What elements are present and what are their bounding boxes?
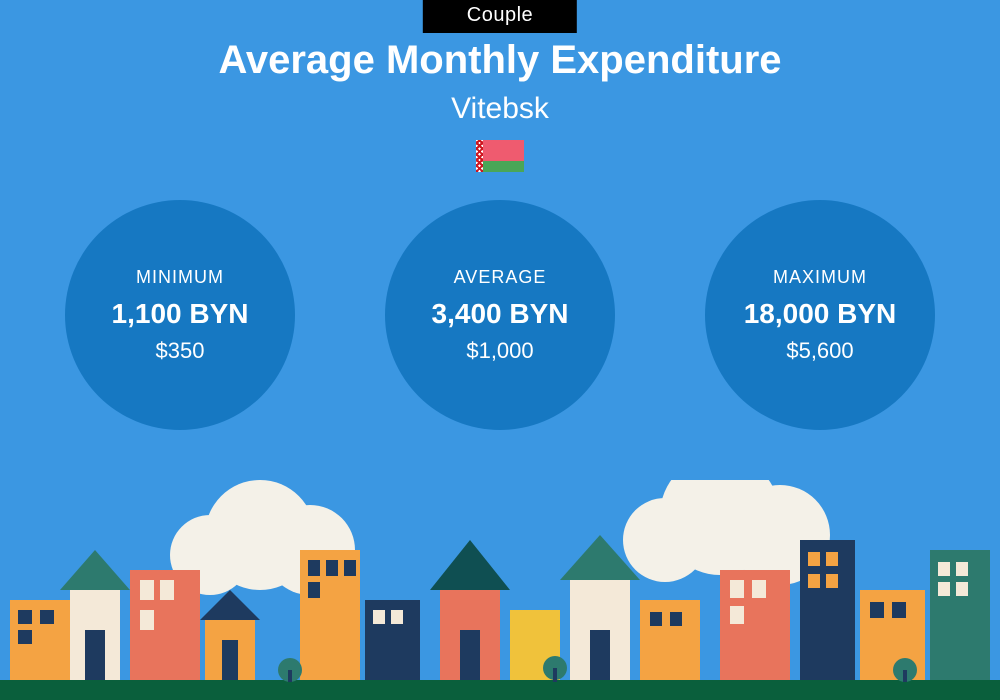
skyline-illustration [0, 480, 1000, 700]
country-flag [476, 140, 524, 172]
infographic-canvas: Couple Average Monthly Expenditure Viteb… [0, 0, 1000, 700]
stat-main: 3,400 BYN [432, 298, 569, 330]
stat-sub: $1,000 [466, 338, 533, 364]
stat-label: MINIMUM [136, 267, 224, 288]
flag-stripe [476, 161, 524, 172]
stat-circle-minimum: MINIMUM 1,100 BYN $350 [65, 200, 295, 430]
flag-ornament [476, 140, 483, 172]
page-title: Average Monthly Expenditure [0, 38, 1000, 83]
stat-sub: $350 [156, 338, 205, 364]
stat-sub: $5,600 [786, 338, 853, 364]
category-badge-text: Couple [467, 4, 533, 26]
stat-main: 18,000 BYN [744, 298, 897, 330]
stat-label: MAXIMUM [773, 267, 867, 288]
stat-circles: MINIMUM 1,100 BYN $350 AVERAGE 3,400 BYN… [0, 200, 1000, 430]
stat-circle-maximum: MAXIMUM 18,000 BYN $5,600 [705, 200, 935, 430]
city-name: Vitebsk [0, 92, 1000, 126]
stat-circle-average: AVERAGE 3,400 BYN $1,000 [385, 200, 615, 430]
category-badge: Couple [423, 0, 577, 33]
stat-label: AVERAGE [454, 267, 547, 288]
stat-main: 1,100 BYN [112, 298, 249, 330]
